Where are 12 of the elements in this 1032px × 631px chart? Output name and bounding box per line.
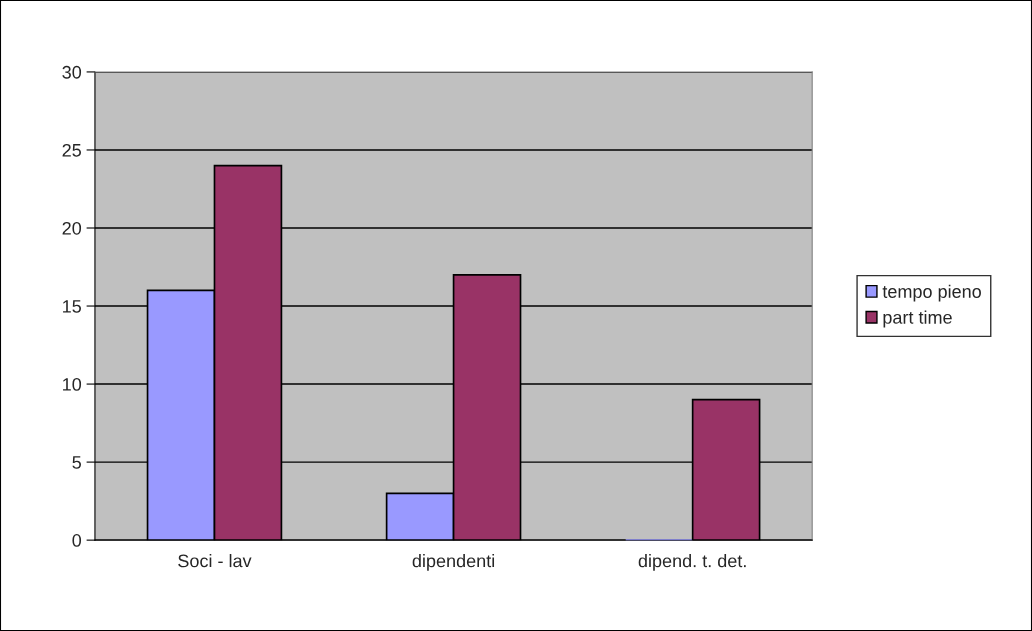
legend-label: tempo pieno [882,284,981,302]
x-tick-label: dipend. t. det. [638,554,746,571]
y-tick-label: 5 [72,456,81,469]
y-tick-label: 0 [72,534,82,547]
legend-label: part time [883,310,952,328]
y-tick-label: 20 [62,221,82,235]
y-tick-label: 15 [63,300,81,313]
y-tick-label: 10 [63,378,82,391]
x-tick-label: Soci - lav [178,554,252,568]
y-tick-label: 30 [62,65,82,79]
y-tick-label: 25 [62,143,81,157]
x-tick-label: dipendenti [412,554,495,571]
